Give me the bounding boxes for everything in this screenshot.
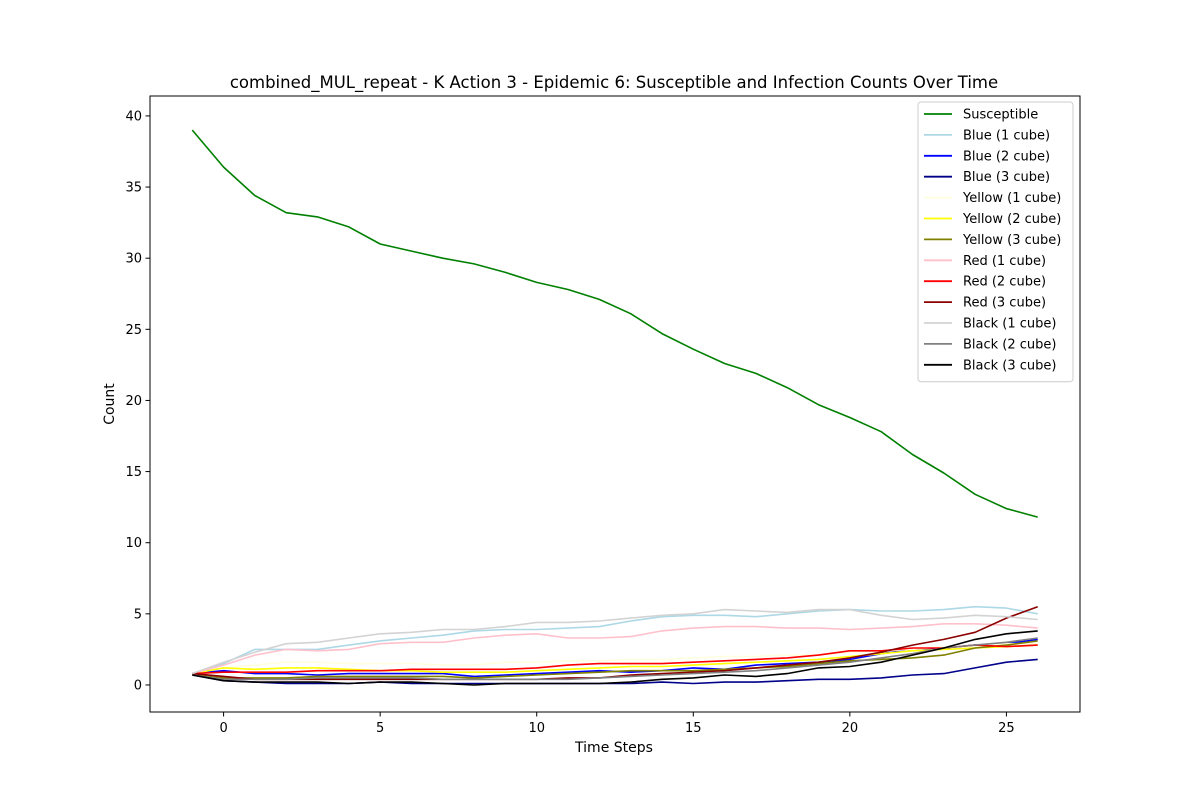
x-axis-label: Time Steps <box>574 740 653 756</box>
series-line-black-2-cube <box>192 637 1038 681</box>
x-tick-label: 10 <box>528 721 545 736</box>
series-line-red-1-cube <box>192 622 1038 675</box>
y-tick-label: 35 <box>125 181 142 196</box>
plot-frame <box>149 95 1081 713</box>
series-line-black-1-cube <box>192 608 1038 675</box>
x-tick-label: 0 <box>219 721 227 736</box>
x-tick-label: 15 <box>685 721 702 736</box>
y-tick-label: 20 <box>125 394 142 409</box>
y-tick-label: 10 <box>125 536 142 551</box>
legend-entry: Black (1 cube) <box>963 317 1057 332</box>
plot-area <box>191 129 1038 686</box>
y-axis-label: Count <box>102 383 118 425</box>
legend-entry: Blue (2 cube) <box>963 149 1050 164</box>
legend-box <box>917 101 1074 383</box>
y-tick-label: 0 <box>134 678 142 693</box>
legend-entry: Blue (3 cube) <box>963 170 1050 185</box>
legend-entry: Yellow (1 cube) <box>962 191 1061 206</box>
y-tick-label: 25 <box>125 323 142 338</box>
legend: Susceptible Blue (1 cube) Blue (2 cube) Blu… <box>917 101 1074 383</box>
chart-title: combined_MUL_repeat - K Action 3 - Epide… <box>230 73 998 93</box>
series-line-yellow-2-cube <box>192 644 1038 675</box>
legend-entry: Red (3 cube) <box>963 296 1046 311</box>
x-tick-label: 25 <box>998 721 1015 736</box>
legend-entry: Susceptible <box>963 108 1038 123</box>
y-tick-label: 15 <box>125 465 142 480</box>
legend-entry: Blue (1 cube) <box>963 128 1050 143</box>
legend-entry: Red (2 cube) <box>963 275 1046 290</box>
y-tick-label: 30 <box>125 252 142 267</box>
y-tick-label: 40 <box>125 109 142 124</box>
legend-entry: Red (1 cube) <box>963 254 1046 269</box>
legend-entry: Yellow (2 cube) <box>962 212 1061 227</box>
legend-entry: Yellow (3 cube) <box>962 233 1061 248</box>
y-axis: 0 5 10 15 20 25 30 35 40 <box>125 109 150 693</box>
legend-entry: Black (3 cube) <box>963 358 1057 373</box>
x-axis: 0 5 10 15 20 25 <box>219 712 1015 736</box>
series-line-blue-1-cube <box>192 605 1038 675</box>
x-tick-label: 5 <box>376 721 384 736</box>
legend-entry: Black (2 cube) <box>963 337 1057 352</box>
series-line-black-3-cube <box>192 630 1038 686</box>
series-line-susceptible <box>191 129 1038 518</box>
y-tick-label: 5 <box>134 607 142 622</box>
x-tick-label: 20 <box>842 721 859 736</box>
